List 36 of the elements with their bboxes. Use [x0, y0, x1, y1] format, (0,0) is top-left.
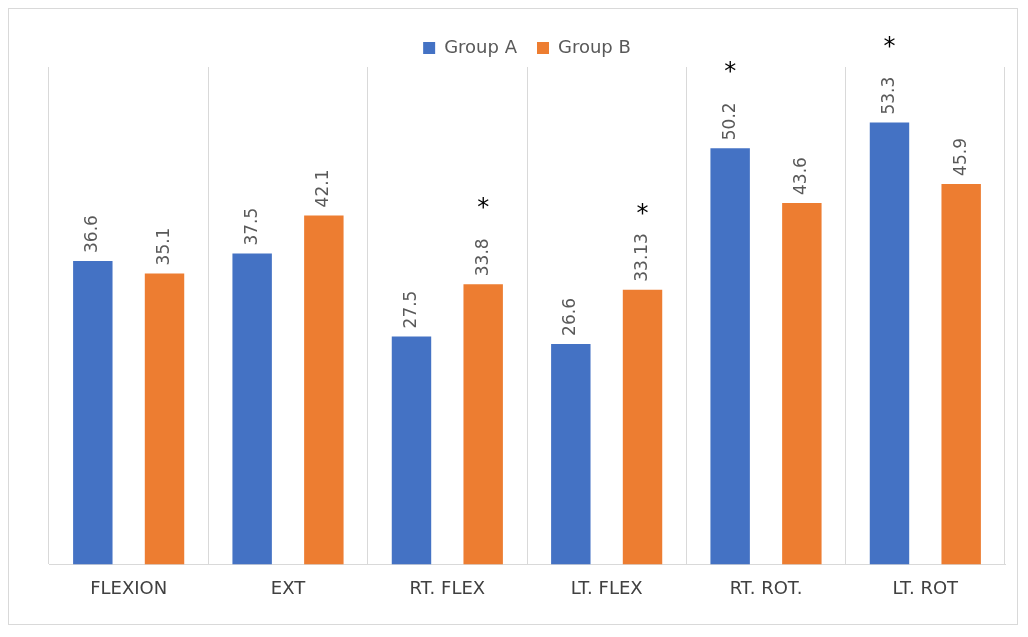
- annotation: *: [477, 193, 490, 222]
- data-label: 50.2: [718, 102, 739, 141]
- data-label: 43.6: [790, 157, 811, 195]
- bar: [232, 253, 272, 565]
- data-label: 36.6: [81, 215, 102, 253]
- data-label: 45.9: [949, 138, 970, 176]
- bar: [710, 148, 750, 565]
- bar: [551, 343, 591, 565]
- x-tick-label: LT. FLEX: [570, 576, 643, 598]
- bar: [622, 289, 663, 565]
- data-label: 33.8: [471, 238, 492, 277]
- bar: [73, 260, 113, 565]
- bar: [941, 183, 981, 565]
- annotation: *: [636, 198, 649, 227]
- bar: [391, 336, 432, 565]
- x-tick-label: LT. ROT: [892, 576, 960, 598]
- text: *: [724, 57, 737, 86]
- x-tick-label: RT. FLEX: [409, 576, 486, 598]
- data-label: 33.13: [630, 233, 651, 282]
- bar: [869, 122, 910, 565]
- x-tick-label: RT. ROT.: [729, 576, 803, 598]
- data-label: 37.5: [240, 207, 261, 246]
- data-label: 26.6: [559, 298, 580, 336]
- legend-label: Group A: [444, 35, 518, 57]
- x-tick-label: EXT: [270, 576, 307, 598]
- text: *: [883, 31, 896, 60]
- data-label: 53.3: [877, 76, 898, 115]
- legend-label: Group B: [557, 35, 631, 57]
- bar: [304, 215, 344, 565]
- bar: [463, 284, 503, 565]
- bar: [144, 273, 185, 565]
- data-label: 27.5: [399, 290, 420, 329]
- data-label: 35.1: [152, 227, 173, 266]
- bar: [782, 202, 822, 565]
- x-tick-label: FLEXION: [90, 576, 168, 598]
- data-label: 42.1: [312, 169, 333, 208]
